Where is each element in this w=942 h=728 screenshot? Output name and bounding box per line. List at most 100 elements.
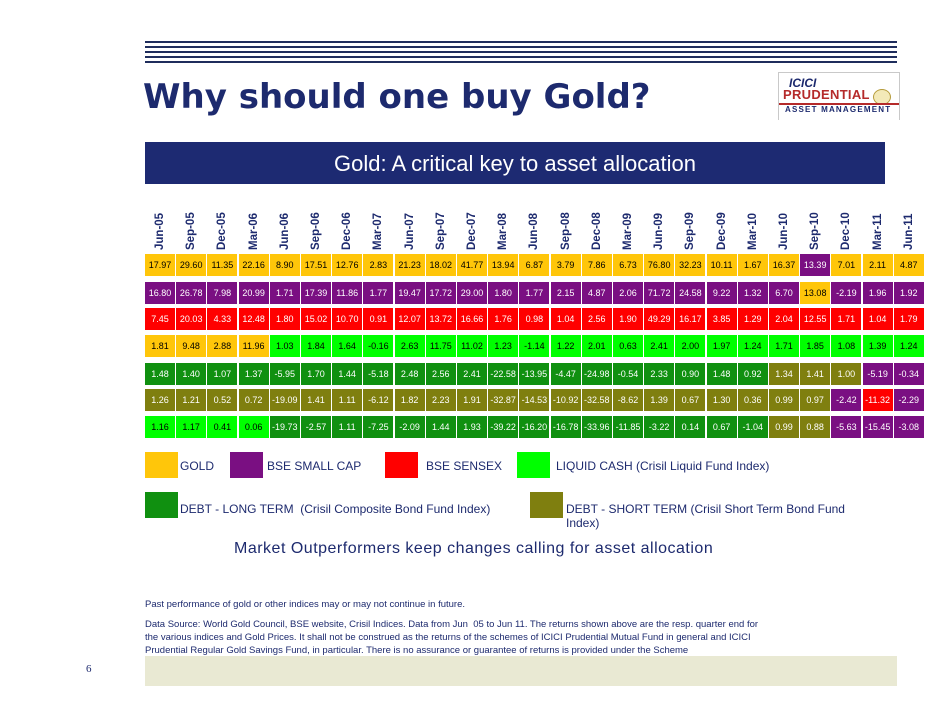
table-cell: -24.98 bbox=[581, 363, 612, 385]
table-cell: 9.48 bbox=[176, 335, 207, 357]
legend-label-short-term-2: Index) bbox=[566, 516, 600, 530]
legend-label-small-cap: BSE SMALL CAP bbox=[267, 459, 362, 473]
footnote-disclaimer: Past performance of gold or other indice… bbox=[145, 599, 465, 610]
table-cell: 0.67 bbox=[675, 389, 706, 411]
table-cell: 1.17 bbox=[176, 416, 207, 438]
column-header: Dec-07 bbox=[457, 200, 488, 252]
column-header: Sep-06 bbox=[301, 200, 332, 252]
table-cell: 1.93 bbox=[457, 416, 487, 438]
table-cell: 29.00 bbox=[457, 282, 487, 304]
table-cell: 1.40 bbox=[176, 363, 207, 385]
table-cell: 1.85 bbox=[800, 335, 831, 357]
table-cell: 1.67 bbox=[737, 254, 768, 276]
column-header: Mar-06 bbox=[239, 200, 270, 252]
table-cell: 17.97 bbox=[145, 254, 175, 276]
legend-label-sensex: BSE SENSEX bbox=[426, 459, 503, 473]
table-cell: -11.85 bbox=[613, 416, 643, 438]
table-cell: -7.25 bbox=[363, 416, 394, 438]
column-header-label: Mar-09 bbox=[622, 212, 634, 250]
table-cell: 1.92 bbox=[893, 282, 924, 304]
table-cell: 13.08 bbox=[800, 282, 831, 304]
column-header: Dec-09 bbox=[707, 200, 738, 252]
table-cell: 1.41 bbox=[800, 363, 831, 385]
table-cell: 1.03 bbox=[269, 335, 300, 357]
logo-line1: ICICI bbox=[789, 76, 817, 90]
column-header-label: Dec-07 bbox=[466, 212, 478, 250]
table-cell: 1.21 bbox=[176, 389, 207, 411]
table-cell: 76.80 bbox=[644, 254, 675, 276]
table-cell: 0.41 bbox=[207, 416, 238, 438]
legend-label-short-term: DEBT - SHORT TERM (Crisil Short Term Bon… bbox=[566, 502, 845, 516]
table-cell: 0.92 bbox=[737, 363, 768, 385]
column-header-label: Mar-11 bbox=[871, 213, 884, 250]
table-cell: 1.71 bbox=[831, 308, 862, 330]
table-cell: 1.39 bbox=[644, 389, 675, 411]
table-cell: -5.19 bbox=[862, 363, 893, 385]
table-cell: 1.44 bbox=[425, 416, 456, 438]
table-cell: 11.86 bbox=[332, 282, 363, 304]
table-cell: -19.73 bbox=[269, 416, 300, 438]
table-cell: -6.12 bbox=[363, 389, 394, 411]
table-cell: 1.82 bbox=[394, 389, 425, 411]
column-header: Mar-11 bbox=[863, 200, 894, 252]
table-cell: -16.78 bbox=[550, 416, 581, 438]
table-cell: -33.96 bbox=[581, 416, 612, 438]
table-cell: -16.20 bbox=[519, 416, 550, 438]
table-cell: -0.16 bbox=[363, 335, 394, 357]
table-cell: 1.48 bbox=[145, 363, 175, 385]
table-cell: 1.84 bbox=[301, 335, 331, 357]
table-cell: 11.02 bbox=[457, 335, 487, 357]
top-rule bbox=[145, 46, 897, 48]
logo-line2: PRUDENTIAL bbox=[783, 87, 870, 102]
table-cell: -0.54 bbox=[613, 363, 643, 385]
table-cell: 1.81 bbox=[145, 335, 175, 357]
column-header-label: Jun-05 bbox=[154, 212, 166, 250]
table-cell: 7.98 bbox=[207, 282, 238, 304]
logo-bar bbox=[779, 103, 899, 120]
table-cell: 3.79 bbox=[550, 254, 581, 276]
table-cell: 1.64 bbox=[332, 335, 363, 357]
table-cell: 1.24 bbox=[893, 335, 924, 357]
table-cell: 0.67 bbox=[706, 416, 737, 438]
table-cell: 1.37 bbox=[238, 363, 269, 385]
table-cell: -14.53 bbox=[519, 389, 550, 411]
table-cell: 1.34 bbox=[769, 363, 799, 385]
table-cell: 0.91 bbox=[363, 308, 394, 330]
table-cell: 2.11 bbox=[862, 254, 893, 276]
table-cell: 16.17 bbox=[675, 308, 706, 330]
table-cell: 0.99 bbox=[769, 389, 799, 411]
table-cell: 22.16 bbox=[238, 254, 269, 276]
table-cell: 1.77 bbox=[519, 282, 550, 304]
table-cell: 1.26 bbox=[145, 389, 175, 411]
table-cell: 1.11 bbox=[332, 389, 363, 411]
table-cell: 1.11 bbox=[332, 416, 363, 438]
column-header: Mar-10 bbox=[738, 200, 769, 252]
table-cell: -32.58 bbox=[581, 389, 612, 411]
table-cell: 3.85 bbox=[706, 308, 737, 330]
table-cell: 2.88 bbox=[207, 335, 238, 357]
footnote-source-2: the various indices and Gold Prices. It … bbox=[145, 632, 751, 643]
table-cell: 0.14 bbox=[675, 416, 706, 438]
table-cell: 6.70 bbox=[769, 282, 799, 304]
table-cell: -10.92 bbox=[550, 389, 581, 411]
table-cell: 1.80 bbox=[488, 282, 519, 304]
column-header: Sep-10 bbox=[800, 200, 831, 252]
legend-swatch-short-term bbox=[530, 492, 563, 518]
column-header-label: Jun-08 bbox=[528, 212, 541, 250]
column-header: Dec-05 bbox=[207, 200, 238, 252]
table-cell: 1.71 bbox=[269, 282, 300, 304]
column-header: Sep-08 bbox=[551, 200, 582, 252]
column-header-label: Sep-09 bbox=[684, 212, 697, 250]
table-cell: 1.30 bbox=[706, 389, 737, 411]
table-cell: -4.47 bbox=[550, 363, 581, 385]
table-cell: 9.22 bbox=[706, 282, 737, 304]
table-cell: 0.06 bbox=[238, 416, 269, 438]
table-cell: 1.76 bbox=[488, 308, 519, 330]
legend-swatch-liquid bbox=[517, 452, 550, 478]
table-cell: 2.41 bbox=[644, 335, 675, 357]
table-cell: 2.41 bbox=[457, 363, 487, 385]
table-cell: 1.07 bbox=[207, 363, 238, 385]
table-cell: 1.22 bbox=[550, 335, 581, 357]
table-cell: -1.14 bbox=[519, 335, 550, 357]
table-cell: 11.35 bbox=[207, 254, 238, 276]
